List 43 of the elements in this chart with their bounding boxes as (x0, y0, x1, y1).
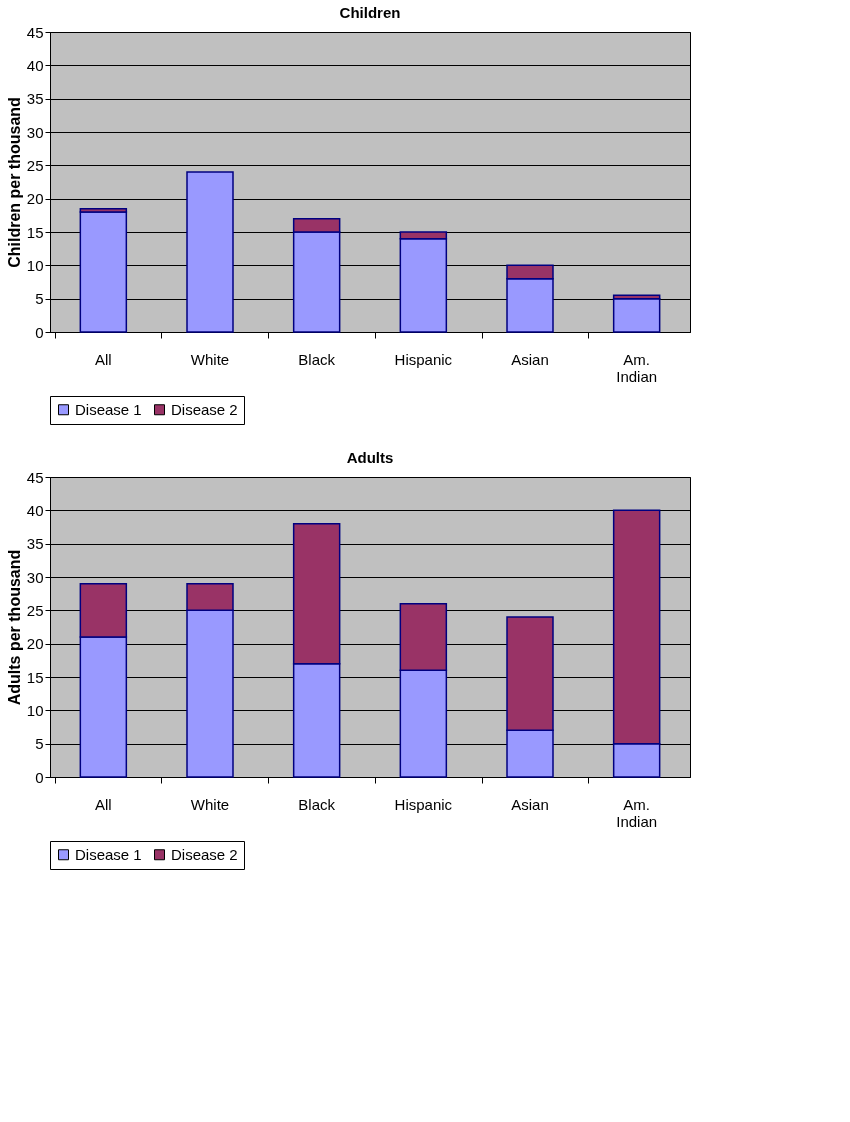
x-tick-label: All (95, 795, 112, 813)
y-tick-label: 25 (26, 156, 44, 174)
bar (612, 297, 661, 333)
y-tick-label: 45 (26, 23, 44, 41)
y-tick-label: 15 (26, 223, 44, 241)
x-tick-label: White (190, 795, 230, 813)
y-tick-label: 40 (26, 56, 44, 74)
y-tick-label: 45 (26, 468, 44, 486)
chart-title: Adults (346, 449, 394, 466)
chart-title: Children (339, 4, 401, 21)
legend-label: Disease 1 (75, 400, 142, 418)
x-tick-label: Hispanic (394, 795, 453, 813)
y-tick-label: 20 (26, 635, 44, 653)
y-tick-label: 5 (35, 290, 44, 308)
legend-label: Disease 2 (171, 845, 238, 863)
y-axis-title: Children per thousand (5, 97, 23, 268)
x-tick-label: White (190, 350, 230, 368)
y-tick-label: 10 (26, 256, 44, 274)
x-tick-label: Am. Indian (616, 350, 658, 385)
y-tick-label: 35 (26, 90, 44, 108)
y-tick-label: 15 (26, 668, 44, 686)
y-axis-title: Adults per thousand (5, 549, 23, 706)
y-tick-label: 25 (26, 601, 44, 619)
x-tick-label: Asian (511, 350, 549, 368)
y-tick-label: 30 (26, 123, 44, 141)
y-tick-label: 20 (26, 190, 44, 208)
legend-label: Disease 2 (171, 400, 238, 418)
x-tick-label: All (95, 350, 112, 368)
y-tick-label: 0 (35, 768, 44, 786)
x-tick-label: Black (298, 350, 336, 368)
x-tick-label: Black (298, 795, 336, 813)
bar (186, 171, 234, 333)
legend-label: Disease 1 (75, 845, 142, 863)
y-tick-label: 10 (26, 701, 44, 719)
x-tick-label: Hispanic (394, 350, 453, 368)
bar (79, 211, 128, 333)
y-tick-label: 30 (26, 568, 44, 586)
x-tick-label: Am. Indian (616, 795, 658, 830)
y-tick-label: 5 (35, 735, 44, 753)
x-tick-label: Asian (511, 795, 549, 813)
y-tick-label: 0 (35, 323, 44, 341)
y-tick-label: 40 (26, 501, 44, 519)
y-tick-label: 35 (26, 535, 44, 553)
